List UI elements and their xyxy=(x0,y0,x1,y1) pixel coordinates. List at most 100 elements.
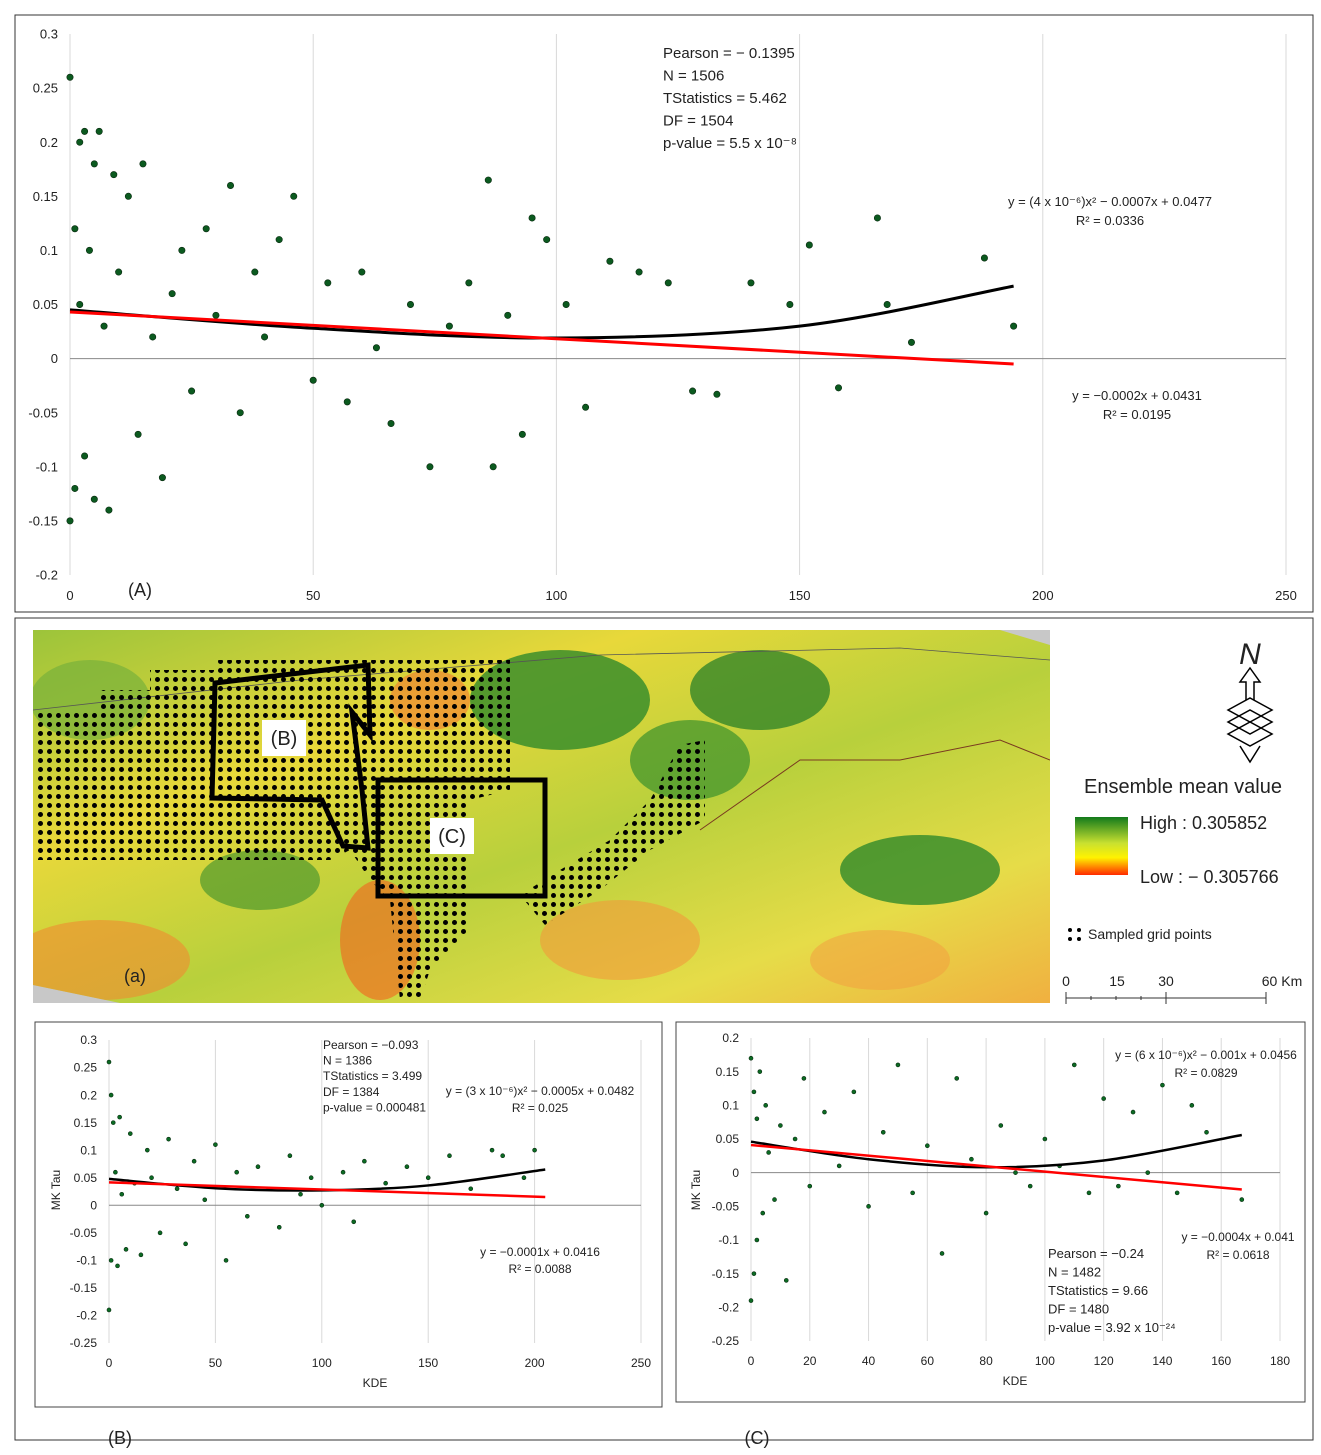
data-point xyxy=(766,1150,771,1155)
data-point xyxy=(880,1129,886,1135)
data-point xyxy=(149,333,157,341)
data-point xyxy=(1027,1183,1033,1189)
data-point xyxy=(168,290,176,298)
data-point xyxy=(81,452,89,460)
data-point xyxy=(275,236,283,244)
x-tick-label: 20 xyxy=(803,1354,817,1368)
map-river xyxy=(699,739,1050,831)
stats-annotation: N = 1386 xyxy=(323,1054,372,1068)
data-point xyxy=(528,214,536,222)
data-point xyxy=(71,484,79,492)
map: (B) (C) (a) N Ensemble mean value High :… xyxy=(33,630,1302,1004)
scale-label: 30 xyxy=(1158,973,1174,989)
map-patch xyxy=(810,930,950,990)
x-tick-label: 0 xyxy=(106,1356,113,1370)
x-tick-label: 150 xyxy=(418,1356,438,1370)
data-point xyxy=(139,160,147,168)
data-point xyxy=(1101,1096,1106,1101)
x-tick-label: 100 xyxy=(312,1356,332,1370)
data-point xyxy=(358,268,366,276)
data-point xyxy=(866,1204,871,1209)
scatter-plot: 0 50 100 150 200 250 -0.2 -0.15 -0.1 -0.05 0 0.05 0.… xyxy=(28,27,1296,603)
y-tick-label: -0.1 xyxy=(718,1233,739,1247)
data-point xyxy=(90,495,98,503)
data-point xyxy=(754,1116,760,1122)
x-tick-label: 50 xyxy=(306,588,320,603)
scale-label: 60 Km xyxy=(1262,973,1302,989)
region-b-outline xyxy=(209,662,373,851)
data-point xyxy=(236,409,244,417)
y-tick-label: -0.15 xyxy=(712,1267,740,1281)
data-point xyxy=(1239,1197,1245,1202)
map-panel-label: (a) xyxy=(124,966,146,986)
y-tick-label: 0.15 xyxy=(716,1065,740,1079)
region-b-tag xyxy=(262,720,306,756)
y-tick-label: 0.25 xyxy=(33,81,58,96)
data-point xyxy=(907,338,915,346)
data-point xyxy=(489,1147,495,1153)
data-point xyxy=(298,1191,303,1197)
data-point xyxy=(836,1163,842,1169)
data-point xyxy=(1013,1170,1018,1175)
scatter-plot: 0 20 40 60 80 100 120 140 160 180 -0.25 -0.2 -0.15 -0… xyxy=(689,1031,1297,1448)
data-point xyxy=(1086,1190,1092,1196)
stats-annotation: DF = 1384 xyxy=(323,1085,380,1099)
scale-label: 15 xyxy=(1109,973,1125,989)
data-point xyxy=(100,322,108,330)
data-point xyxy=(792,1136,798,1142)
data-point xyxy=(751,1271,757,1276)
data-point xyxy=(108,1092,114,1098)
data-point xyxy=(340,1169,346,1175)
y-tick-label: -0.25 xyxy=(70,1336,98,1350)
x-tick-label: 100 xyxy=(1035,1354,1055,1368)
data-point xyxy=(119,1191,125,1197)
y-tick-label: 0.1 xyxy=(40,243,58,258)
stats-annotation: DF = 1504 xyxy=(663,113,733,130)
y-tick-label: -0.15 xyxy=(70,1281,98,1295)
data-point xyxy=(1160,1082,1165,1088)
data-point xyxy=(807,1183,813,1189)
y-tick-label: 0.2 xyxy=(722,1031,739,1045)
y-tick-label: -0.05 xyxy=(28,405,58,420)
data-point xyxy=(178,246,186,254)
linear-equation: R² = 0.0618 xyxy=(1206,1248,1269,1262)
map-patch xyxy=(200,850,320,910)
data-point xyxy=(748,1055,754,1061)
y-tick-label: -0.2 xyxy=(36,568,58,583)
region-c-tag xyxy=(430,818,474,854)
data-point xyxy=(223,1258,229,1263)
x-tick-label: 250 xyxy=(1275,588,1297,603)
data-point xyxy=(500,1153,505,1158)
sampled-grid xyxy=(35,660,510,1000)
data-point xyxy=(635,268,643,276)
y-axis-title: MK Tau xyxy=(689,1170,703,1210)
map-patch xyxy=(840,835,1000,905)
y-tick-label: 0.3 xyxy=(40,27,58,42)
north-symbol xyxy=(1239,745,1261,764)
data-point xyxy=(149,1175,154,1181)
data-point xyxy=(983,1210,989,1216)
data-point xyxy=(183,1241,188,1247)
y-tick-label: 0 xyxy=(732,1166,739,1180)
data-point xyxy=(115,268,123,276)
trend-line xyxy=(108,1181,546,1199)
map-patch xyxy=(470,650,650,750)
x-tick-label: 200 xyxy=(1032,588,1054,603)
scale-bar xyxy=(1065,992,1267,1004)
data-point xyxy=(468,1186,474,1192)
y-tick-label: 0.2 xyxy=(80,1088,97,1102)
data-point xyxy=(213,1142,218,1147)
data-point xyxy=(117,1114,122,1120)
stats-annotation: Pearson = −0.093 xyxy=(323,1038,419,1052)
data-point xyxy=(115,1263,120,1269)
map-raster xyxy=(33,630,1050,1003)
data-point xyxy=(751,1089,757,1095)
data-point xyxy=(290,192,298,200)
x-tick-label: 50 xyxy=(209,1356,223,1370)
data-point xyxy=(202,225,210,233)
data-point xyxy=(66,517,74,525)
data-point xyxy=(308,1175,314,1181)
data-point xyxy=(783,1278,789,1283)
map-patch xyxy=(690,650,830,730)
y-tick-label: 0 xyxy=(51,351,58,366)
